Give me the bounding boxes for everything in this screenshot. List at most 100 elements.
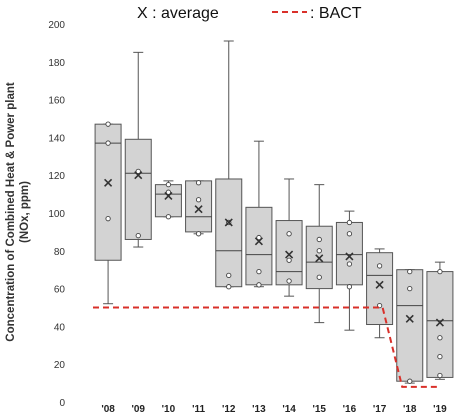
data-point [165,214,172,220]
y-axis-label-line1: Concentration of Combined Heat & Power p… [5,82,17,342]
data-point [286,257,292,263]
data-point [195,231,202,237]
mean-marker-stroke [134,171,143,180]
data-point [256,282,262,288]
data-point [195,197,202,203]
box-1 [124,51,152,248]
mean-marker-stroke [375,280,384,289]
mean-marker-stroke [435,318,444,327]
box-0 [94,121,122,305]
box-rect [275,220,303,286]
box-4 [215,40,243,290]
data-point [316,248,322,254]
mean-marker-stroke [315,254,324,263]
data-point [316,236,322,243]
box-6 [275,178,303,297]
mean-marker [435,318,444,327]
box-7 [305,184,333,324]
mean-marker-stroke [164,191,173,201]
data-point [165,189,172,195]
data-point [437,353,443,360]
x-tick-label: '17 [373,404,387,415]
box-rect [154,184,182,218]
y-tick-label: 40 [54,322,66,333]
data-point [437,335,443,341]
data-point [195,180,202,186]
x-tick-label: '10 [162,404,176,415]
legend-average-label: X : average [137,5,219,22]
y-tick-label: 140 [48,133,65,144]
mean-marker [224,218,233,227]
mean-marker [194,205,203,214]
mean-marker [405,314,414,323]
legend-bact-label: : BACT [310,5,362,22]
data-point [286,231,292,237]
data-point [346,284,353,290]
data-point [437,268,443,275]
mean-marker [375,280,384,289]
data-point [346,219,353,226]
mean-marker [254,237,263,246]
mean-marker-stroke [254,237,263,246]
data-point [105,216,111,222]
mean-marker-stroke [405,314,414,323]
y-tick-label: 200 [48,20,65,31]
x-tick-label: '08 [101,404,115,415]
box-11 [426,261,454,380]
data-point [407,285,413,292]
bact-line [93,306,440,388]
x-tick-label: '09 [131,404,145,415]
data-point [226,272,232,279]
box-5 [245,140,273,288]
data-point [346,261,353,267]
data-point [407,378,413,384]
mean-marker [164,191,173,201]
data-point [105,121,111,127]
mean-marker [104,178,113,187]
y-tick-label: 0 [59,398,65,409]
mean-marker [134,171,143,180]
mean-marker-stroke [104,178,113,187]
data-point [286,278,292,284]
x-tick-label: '11 [192,404,205,415]
data-point [135,233,141,239]
data-point [437,372,443,379]
box-rect [185,180,213,233]
y-tick-label: 100 [48,209,65,220]
x-tick-label: '18 [403,404,417,415]
x-tick-label: '13 [252,404,266,415]
x-tick-label: '16 [343,404,357,415]
data-point [165,181,172,188]
y-tick-label: 80 [54,247,66,258]
data-point [316,274,322,280]
y-tick-label: 180 [48,58,65,69]
data-point [135,168,141,175]
data-point [376,263,383,269]
y-tick-label: 20 [54,360,66,371]
data-point [105,140,111,146]
box-10 [396,268,424,384]
mean-marker [315,254,324,263]
box-rect [426,271,454,378]
x-tick-label: '15 [312,404,326,415]
x-tick-label: '19 [433,404,447,415]
box-8 [335,210,363,331]
mean-marker-stroke [345,252,354,261]
data-point [256,268,262,275]
box-rect [124,138,152,240]
plot-area: 0 20 40 60 80 100 120 140 160 180 200 '08 '09 '10 '11 '… [48,20,454,415]
mean-marker-stroke [285,250,294,259]
mean-marker [285,250,294,259]
data-point [346,231,353,237]
box-rect [366,252,394,326]
box-rect [94,123,122,261]
box-2 [154,180,182,220]
y-tick-label: 120 [48,171,65,182]
data-point [407,268,413,275]
mean-marker-stroke [224,218,233,227]
legend: X : average : BACT [137,5,362,22]
mean-marker-stroke [194,205,203,214]
y-tick-label: 160 [48,96,65,107]
box-3 [185,180,213,237]
